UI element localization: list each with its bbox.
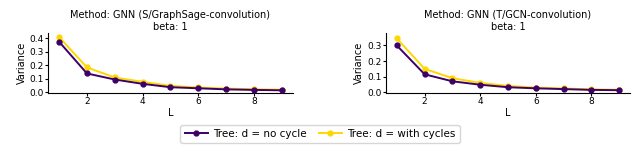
Y-axis label: Variance: Variance — [17, 42, 27, 84]
Tree: d = with cycles: (9, 0.016): d = with cycles: (9, 0.016) — [616, 89, 623, 91]
Tree: d = no cycle: (2, 0.14): d = no cycle: (2, 0.14) — [83, 73, 91, 74]
Tree: d = with cycles: (7, 0.024): d = with cycles: (7, 0.024) — [560, 88, 568, 89]
Tree: d = no cycle: (2, 0.115): d = no cycle: (2, 0.115) — [420, 73, 428, 75]
Legend: Tree: d = no cycle, Tree: d = with cycles: Tree: d = no cycle, Tree: d = with cycle… — [180, 125, 460, 143]
Tree: d = with cycles: (5, 0.04): d = with cycles: (5, 0.04) — [504, 85, 512, 87]
Line: Tree: d = no cycle: Tree: d = no cycle — [57, 39, 284, 93]
Tree: d = with cycles: (2, 0.185): d = with cycles: (2, 0.185) — [83, 66, 91, 68]
Tree: d = no cycle: (9, 0.015): d = no cycle: (9, 0.015) — [278, 89, 285, 91]
Title: Method: GNN (T/GCN-convolution)
beta: 1: Method: GNN (T/GCN-convolution) beta: 1 — [424, 10, 591, 32]
Tree: d = with cycles: (1, 0.345): d = with cycles: (1, 0.345) — [393, 38, 401, 39]
Tree: d = no cycle: (5, 0.032): d = no cycle: (5, 0.032) — [504, 86, 512, 88]
Tree: d = no cycle: (5, 0.038): d = no cycle: (5, 0.038) — [166, 86, 174, 88]
Tree: d = no cycle: (8, 0.015): d = no cycle: (8, 0.015) — [588, 89, 595, 91]
Y-axis label: Variance: Variance — [355, 42, 364, 84]
Tree: d = with cycles: (8, 0.018): d = with cycles: (8, 0.018) — [588, 88, 595, 90]
Tree: d = no cycle: (7, 0.022): d = no cycle: (7, 0.022) — [222, 88, 230, 90]
Tree: d = no cycle: (6, 0.025): d = no cycle: (6, 0.025) — [532, 87, 540, 89]
Tree: d = with cycles: (4, 0.06): d = with cycles: (4, 0.06) — [476, 82, 484, 84]
Line: Tree: d = with cycles: Tree: d = with cycles — [394, 36, 621, 92]
X-axis label: L: L — [168, 108, 173, 118]
Tree: d = with cycles: (9, 0.02): d = with cycles: (9, 0.02) — [278, 89, 285, 91]
Title: Method: GNN (S/GraphSage-convolution)
beta: 1: Method: GNN (S/GraphSage-convolution) be… — [70, 10, 270, 32]
Tree: d = no cycle: (3, 0.095): d = no cycle: (3, 0.095) — [111, 79, 118, 80]
Tree: d = no cycle: (6, 0.03): d = no cycle: (6, 0.03) — [195, 87, 202, 89]
Tree: d = with cycles: (3, 0.11): d = with cycles: (3, 0.11) — [111, 77, 118, 78]
Tree: d = with cycles: (1, 0.41): d = with cycles: (1, 0.41) — [55, 36, 63, 38]
Tree: d = no cycle: (1, 0.3): d = no cycle: (1, 0.3) — [393, 45, 401, 46]
Tree: d = no cycle: (3, 0.07): d = no cycle: (3, 0.07) — [449, 80, 456, 82]
Tree: d = with cycles: (2, 0.15): d = with cycles: (2, 0.15) — [420, 68, 428, 70]
Tree: d = with cycles: (6, 0.03): d = with cycles: (6, 0.03) — [532, 87, 540, 88]
Tree: d = with cycles: (3, 0.09): d = with cycles: (3, 0.09) — [449, 77, 456, 79]
Tree: d = no cycle: (4, 0.063): d = no cycle: (4, 0.063) — [139, 83, 147, 85]
Tree: d = with cycles: (4, 0.078): d = with cycles: (4, 0.078) — [139, 81, 147, 83]
Tree: d = no cycle: (1, 0.375): d = no cycle: (1, 0.375) — [55, 41, 63, 43]
Tree: d = with cycles: (6, 0.036): d = with cycles: (6, 0.036) — [195, 87, 202, 88]
Tree: d = no cycle: (9, 0.013): d = no cycle: (9, 0.013) — [616, 89, 623, 91]
Tree: d = with cycles: (7, 0.028): d = with cycles: (7, 0.028) — [222, 88, 230, 89]
Line: Tree: d = with cycles: Tree: d = with cycles — [57, 35, 284, 92]
Tree: d = no cycle: (8, 0.018): d = no cycle: (8, 0.018) — [250, 89, 258, 91]
Tree: d = no cycle: (7, 0.02): d = no cycle: (7, 0.02) — [560, 88, 568, 90]
Tree: d = no cycle: (4, 0.048): d = no cycle: (4, 0.048) — [476, 84, 484, 86]
Tree: d = with cycles: (5, 0.048): d = with cycles: (5, 0.048) — [166, 85, 174, 87]
Line: Tree: d = no cycle: Tree: d = no cycle — [394, 43, 621, 93]
X-axis label: L: L — [506, 108, 511, 118]
Tree: d = with cycles: (8, 0.022): d = with cycles: (8, 0.022) — [250, 88, 258, 90]
